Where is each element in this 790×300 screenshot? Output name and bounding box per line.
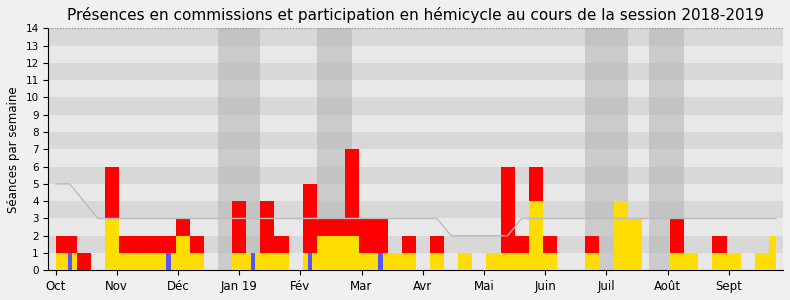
Bar: [48, 218, 783, 236]
Bar: [378, 253, 382, 270]
Bar: [48, 28, 783, 46]
Y-axis label: Séances par semaine: Séances par semaine: [7, 86, 20, 213]
Bar: [48, 184, 783, 201]
Bar: [67, 253, 72, 270]
Bar: [167, 253, 171, 270]
Bar: [48, 201, 783, 218]
Bar: [48, 253, 783, 270]
Bar: [48, 98, 783, 115]
Bar: [317, 28, 352, 270]
Bar: [218, 28, 261, 270]
Bar: [48, 46, 783, 63]
Bar: [251, 253, 255, 270]
Title: Présences en commissions et participation en hémicycle au cours de la session 20: Présences en commissions et participatio…: [67, 7, 764, 23]
Bar: [48, 80, 783, 98]
Bar: [585, 28, 628, 270]
Bar: [48, 149, 783, 167]
Bar: [48, 115, 783, 132]
Bar: [649, 28, 684, 270]
Bar: [48, 236, 783, 253]
Bar: [48, 132, 783, 149]
Bar: [48, 167, 783, 184]
Bar: [307, 253, 312, 270]
Bar: [48, 63, 783, 80]
